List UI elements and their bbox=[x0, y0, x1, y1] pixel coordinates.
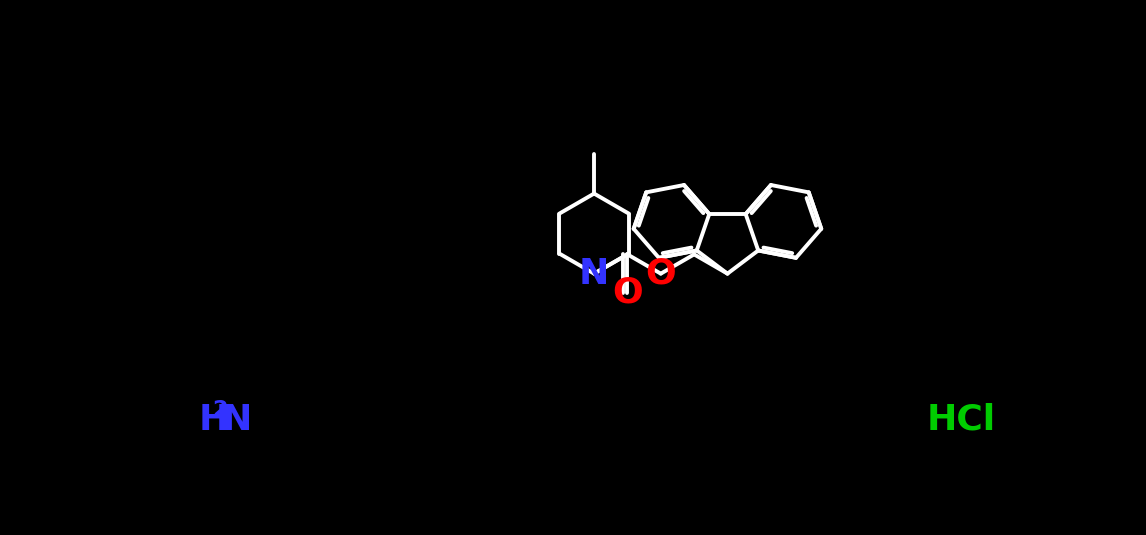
Text: N: N bbox=[221, 403, 252, 437]
Text: HCl: HCl bbox=[926, 403, 996, 437]
Text: O: O bbox=[645, 257, 676, 291]
Text: O: O bbox=[612, 276, 643, 310]
Text: N: N bbox=[579, 257, 610, 291]
Text: H: H bbox=[198, 403, 229, 437]
Text: 2: 2 bbox=[212, 400, 228, 420]
